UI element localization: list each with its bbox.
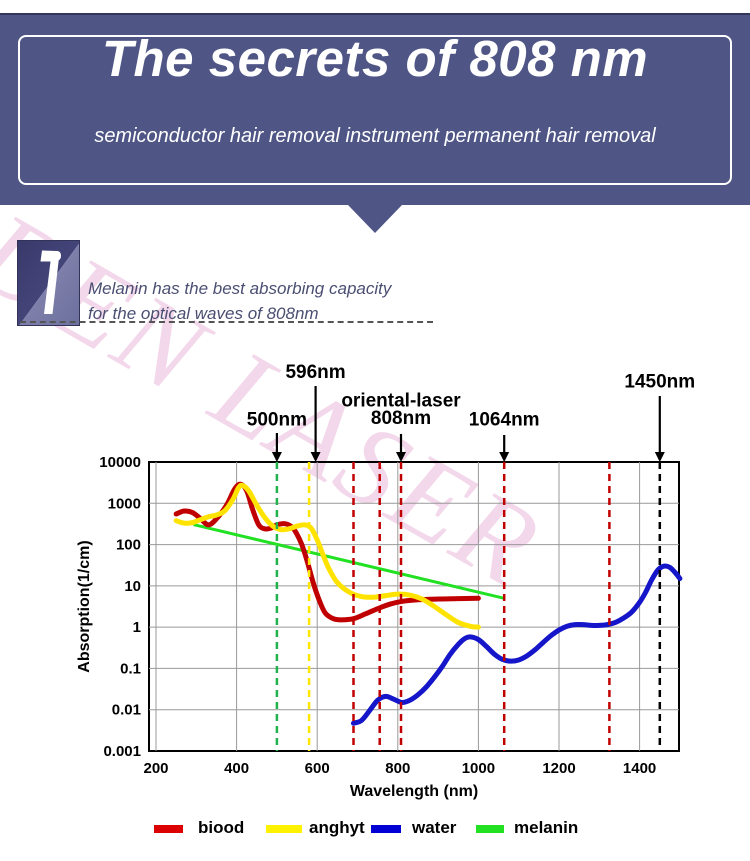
svg-text:10: 10 <box>124 578 141 595</box>
svg-text:Absorption(1/cm): Absorption(1/cm) <box>76 540 93 672</box>
svg-text:600: 600 <box>305 760 330 777</box>
svg-text:800: 800 <box>385 760 410 777</box>
svg-text:1000: 1000 <box>108 495 141 512</box>
svg-text:400: 400 <box>224 760 249 777</box>
svg-text:596nm: 596nm <box>285 362 345 383</box>
svg-text:100: 100 <box>116 537 141 554</box>
svg-text:0.1: 0.1 <box>120 660 141 677</box>
svg-text:1000: 1000 <box>462 760 495 777</box>
svg-text:200: 200 <box>143 760 168 777</box>
svg-text:1: 1 <box>133 619 141 636</box>
svg-text:1064nm: 1064nm <box>469 409 540 430</box>
svg-text:500nm: 500nm <box>247 410 307 431</box>
svg-text:0.001: 0.001 <box>103 743 141 760</box>
svg-text:Wavelength (nm): Wavelength (nm) <box>350 783 478 800</box>
svg-text:0.01: 0.01 <box>112 702 141 719</box>
svg-text:808nm: 808nm <box>371 408 431 429</box>
svg-text:1200: 1200 <box>542 760 575 777</box>
svg-text:1450nm: 1450nm <box>624 371 695 392</box>
svg-text:1400: 1400 <box>623 760 656 777</box>
svg-text:10000: 10000 <box>99 454 141 471</box>
